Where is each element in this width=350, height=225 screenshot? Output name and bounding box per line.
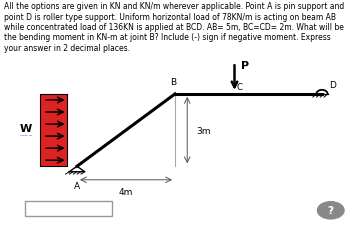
Text: 4m: 4m bbox=[119, 187, 133, 196]
Text: ?: ? bbox=[328, 205, 334, 215]
Text: 3m: 3m bbox=[196, 126, 210, 135]
Text: ~~~: ~~~ bbox=[19, 133, 33, 137]
Bar bbox=[25, 201, 112, 216]
Bar bbox=[40, 94, 67, 166]
Text: D: D bbox=[329, 80, 336, 89]
Text: B: B bbox=[170, 78, 176, 87]
Text: C: C bbox=[237, 82, 243, 91]
Text: W: W bbox=[20, 123, 32, 133]
Circle shape bbox=[317, 202, 344, 219]
Text: A: A bbox=[74, 181, 80, 190]
Text: All the options are given in KN and KN/m wherever applicable. Point A is pin sup: All the options are given in KN and KN/m… bbox=[4, 2, 344, 53]
Text: P: P bbox=[241, 60, 249, 70]
